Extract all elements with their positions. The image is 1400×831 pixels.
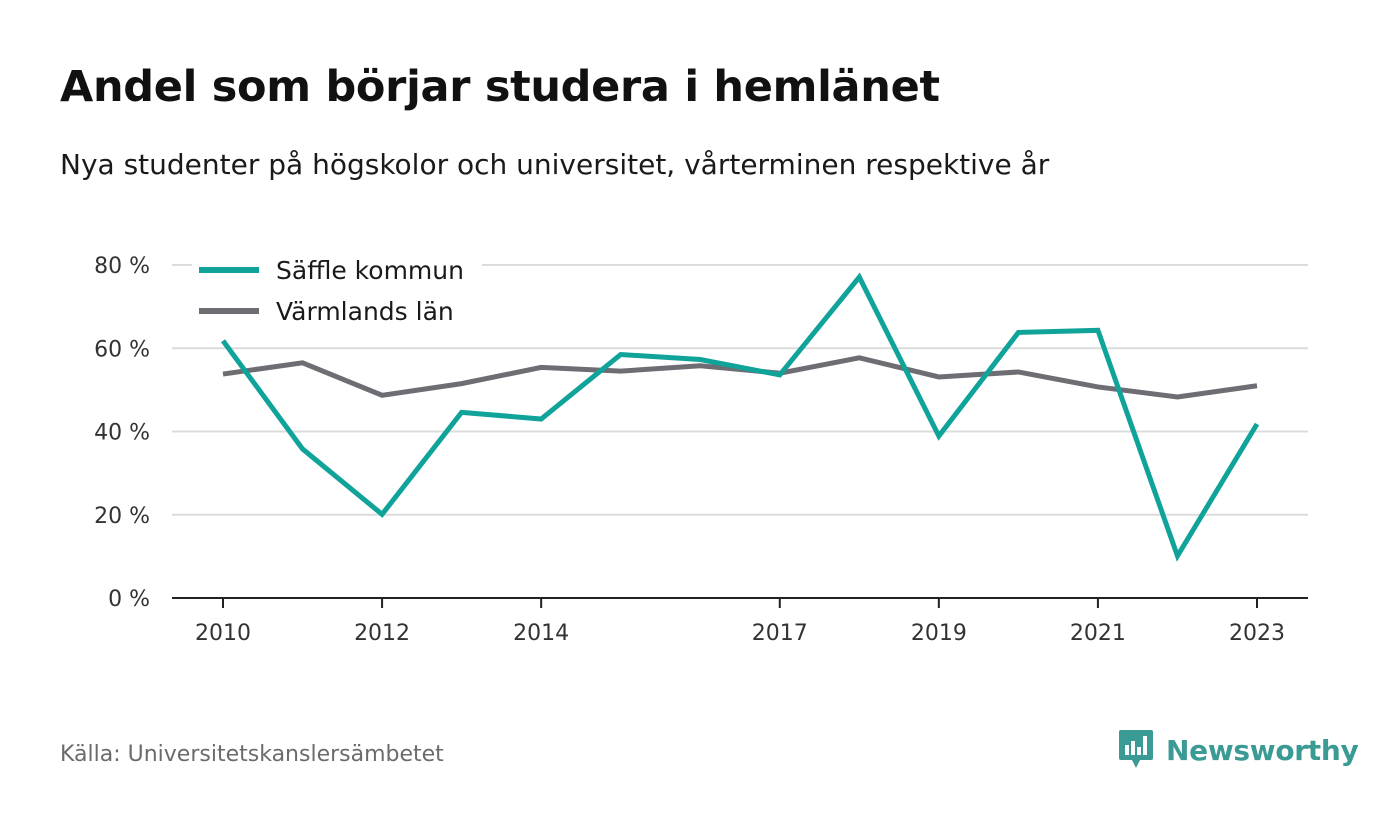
source-note: Källa: Universitetskanslersämbetet	[60, 742, 444, 767]
brand-name: Newsworthy	[1166, 733, 1359, 767]
x-tick-label: 2023	[1229, 621, 1285, 646]
newsworthy-logo-icon	[1119, 730, 1153, 768]
series-line-saffle-kommun	[220, 272, 1260, 562]
y-tick-label: 40 %	[94, 421, 150, 446]
x-axis-ticks: 2010 2012 2014 2017 2019 2021 2023	[172, 597, 1308, 646]
newsworthy-logo: Newsworthy	[1118, 728, 1359, 772]
chart-title: Andel som börjar studera i hemlänet	[60, 62, 940, 112]
x-tick-label: 2014	[513, 621, 569, 646]
chart-subtitle: Nya studenter på högskolor och universit…	[60, 148, 1050, 181]
x-tick-label: 2019	[911, 621, 967, 646]
y-tick-label: 20 %	[94, 504, 150, 529]
legend-label: Säffle kommun	[276, 256, 464, 285]
x-tick-label: 2010	[195, 621, 251, 646]
series-lines	[220, 272, 1260, 562]
y-axis-ticks: 0 % 20 % 40 % 60 % 80 %	[94, 254, 150, 612]
x-tick-label: 2017	[752, 621, 808, 646]
y-tick-label: 80 %	[94, 254, 150, 279]
legend: Säffle kommun Värmlands län	[192, 250, 482, 327]
legend-label: Värmlands län	[276, 297, 454, 326]
x-tick-label: 2021	[1070, 621, 1126, 646]
series-line-varmlands-lan	[222, 355, 1258, 400]
y-tick-label: 60 %	[94, 337, 150, 362]
x-tick-label: 2012	[354, 621, 410, 646]
y-tick-label: 0 %	[108, 587, 150, 612]
